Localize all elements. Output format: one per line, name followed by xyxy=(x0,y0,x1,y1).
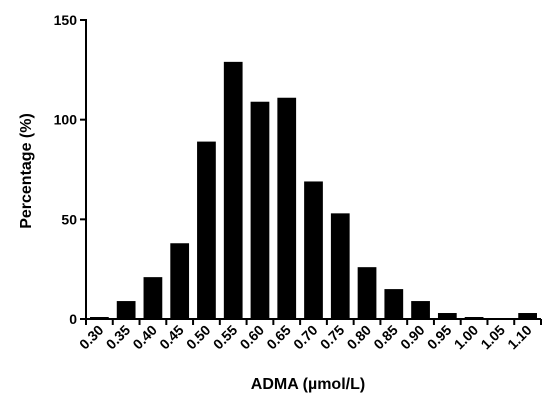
x-tick-label: 1.05 xyxy=(477,322,508,353)
x-axis-title: ADMA (µmol/L) xyxy=(251,376,365,393)
bar-0.55 xyxy=(223,61,243,320)
bar-0.60 xyxy=(250,101,270,319)
x-tick-label: 0.35 xyxy=(103,322,134,353)
y-axis-title: Percentage (%) xyxy=(18,113,35,229)
x-tick-label: 0.65 xyxy=(263,322,294,353)
bar-0.70 xyxy=(304,181,323,319)
bar-0.50 xyxy=(197,141,216,319)
y-tick-label: 100 xyxy=(54,112,78,128)
bar-1.10 xyxy=(518,313,537,319)
x-tick-label: 0.90 xyxy=(397,322,428,353)
x-tick-label: 0.80 xyxy=(344,322,375,353)
bar-0.90 xyxy=(411,301,430,319)
x-tick-label: 0.70 xyxy=(290,322,321,353)
x-tick-label: 0.45 xyxy=(156,322,187,353)
bar-0.95 xyxy=(437,313,457,319)
bar-0.75 xyxy=(330,213,350,319)
bar-group xyxy=(90,61,537,320)
x-tick-label: 0.40 xyxy=(129,322,160,353)
bar-0.80 xyxy=(357,267,377,319)
y-tick-label: 50 xyxy=(61,211,77,227)
bar-0.35 xyxy=(116,301,136,319)
x-tick-label: 0.55 xyxy=(210,322,241,353)
bar-0.65 xyxy=(277,97,297,320)
x-tick-label: 0.85 xyxy=(370,322,401,353)
x-axis: 0.300.350.400.450.500.550.600.650.700.75… xyxy=(76,318,542,353)
x-tick-label: 0.30 xyxy=(76,322,107,353)
y-tick-label: 150 xyxy=(54,12,78,28)
bar-0.45 xyxy=(170,243,190,319)
y-axis: 0 50 100 150 xyxy=(54,12,87,327)
x-tick-label: 0.50 xyxy=(183,322,214,353)
bar-0.85 xyxy=(384,289,404,319)
x-tick-label: 0.60 xyxy=(237,322,268,353)
x-tick-label: 0.95 xyxy=(424,322,455,353)
bar-0.40 xyxy=(143,277,163,319)
x-tick-label: 0.75 xyxy=(317,322,348,353)
y-tick-label: 0 xyxy=(69,311,77,327)
x-tick-label: 1.10 xyxy=(504,322,535,353)
x-tick-label: 1.00 xyxy=(451,322,482,353)
